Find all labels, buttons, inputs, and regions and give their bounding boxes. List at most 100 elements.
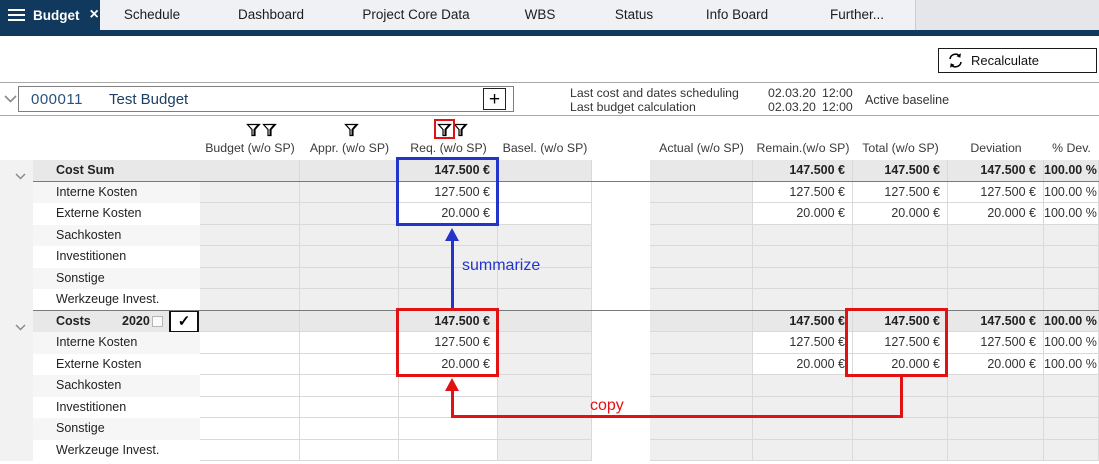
cell-budget	[200, 246, 300, 268]
column-header-remain: Remain.(w/o SP)	[756, 141, 850, 155]
cell-req	[399, 267, 498, 289]
cell-pdev	[1044, 267, 1099, 289]
confirm-check-button[interactable]: ✓	[169, 309, 199, 333]
menu-icon[interactable]	[8, 6, 25, 24]
cell-total	[853, 418, 948, 440]
cell-basel	[498, 332, 592, 354]
cell-deviation: 20.000 €	[948, 353, 1044, 375]
cell-deviation: 127.500 €	[948, 332, 1044, 354]
cell-budget[interactable]	[200, 353, 300, 375]
collapse-group-chevron-icon[interactable]	[15, 318, 26, 336]
cell-remain: 20.000 €	[753, 203, 853, 225]
cell-req	[399, 289, 498, 311]
year-checkbox[interactable]	[152, 315, 163, 327]
cell-budget[interactable]	[200, 396, 300, 418]
cost-type-label: Investitionen	[33, 396, 200, 418]
cell-req[interactable]	[399, 418, 498, 440]
cell-appr[interactable]	[300, 396, 399, 418]
row-label-text: Investitionen	[56, 249, 127, 263]
row-gutter	[0, 246, 33, 268]
group-cell-appr	[300, 310, 399, 332]
tab-status[interactable]: Status	[614, 7, 654, 22]
cell-pdev: 100.00 %	[1044, 181, 1099, 203]
cell-pdev	[1044, 418, 1099, 440]
column-header-actual: Actual (w/o SP)	[659, 141, 744, 155]
tab-schedule[interactable]: Schedule	[123, 7, 181, 22]
cell-basel	[498, 267, 592, 289]
row-gutter	[0, 267, 33, 289]
cell-budget[interactable]	[200, 418, 300, 440]
cell-deviation	[948, 289, 1044, 311]
cell-req[interactable]	[399, 375, 498, 397]
cost-type-label: Interne Kosten	[33, 332, 200, 354]
cell-total	[853, 439, 948, 461]
column-header-basel: Basel. (w/o SP)	[502, 141, 588, 155]
tab-info-board[interactable]: Info Board	[705, 7, 769, 22]
cell-remain	[753, 289, 853, 311]
cell-pdev	[1044, 246, 1099, 268]
cell-appr[interactable]	[300, 353, 399, 375]
cell-basel	[498, 289, 592, 311]
cell-remain	[753, 439, 853, 461]
cell-appr	[300, 267, 399, 289]
filter-icon[interactable]	[262, 122, 277, 143]
cell-pdev	[1044, 396, 1099, 418]
row-gutter	[0, 332, 33, 354]
cost-type-label: Sachkosten	[33, 224, 200, 246]
row-label-text: Interne Kosten	[56, 335, 138, 349]
cell-req: 20.000 €	[399, 203, 498, 225]
filter-icon[interactable]	[437, 122, 452, 143]
active-tab-underline	[0, 30, 1099, 36]
cell-pdev: 100.00 %	[1044, 332, 1099, 354]
cell-appr[interactable]	[300, 375, 399, 397]
cell-total: 20.000 €	[853, 353, 948, 375]
cell-total	[853, 396, 948, 418]
group-cell-pdev: 100.00 %	[1044, 310, 1099, 332]
tab-budget-active[interactable]: Budget ×	[0, 0, 100, 30]
cost-type-label: Investitionen	[33, 246, 200, 268]
cell-deviation	[948, 439, 1044, 461]
row-gutter	[0, 224, 33, 246]
group-row-label: Cost Sum	[33, 160, 200, 182]
recalculate-button[interactable]: Recalculate	[938, 48, 1097, 73]
cell-req[interactable]: 127.500 €	[399, 332, 498, 354]
row-label-text: Sonstige	[56, 421, 105, 435]
cell-total	[853, 224, 948, 246]
budget-id: 000011	[31, 91, 83, 108]
cell-req[interactable]	[399, 396, 498, 418]
collapse-header-chevron-icon[interactable]	[4, 95, 17, 103]
cell-appr[interactable]	[300, 332, 399, 354]
cell-pdev	[1044, 289, 1099, 311]
cell-req[interactable]	[399, 439, 498, 461]
filter-icon[interactable]	[453, 122, 468, 143]
cell-req[interactable]: 20.000 €	[399, 353, 498, 375]
tab-dashboard[interactable]: Dashboard	[237, 7, 305, 22]
cell-basel	[498, 396, 592, 418]
filter-icon[interactable]	[344, 122, 359, 143]
cell-appr[interactable]	[300, 418, 399, 440]
add-button[interactable]: +	[483, 88, 506, 110]
cell-req	[399, 224, 498, 246]
row-gutter	[0, 375, 33, 397]
row-label-text: Sachkosten	[56, 227, 122, 242]
cell-actual	[650, 181, 753, 203]
close-tab-icon[interactable]: ×	[89, 6, 99, 23]
group-row-label: Costs 2020 ✓	[33, 309, 200, 333]
row-label-text: Externe Kosten	[56, 206, 142, 220]
cell-budget[interactable]	[200, 332, 300, 354]
tab-wbs[interactable]: WBS	[524, 7, 556, 22]
tab-project-core-data[interactable]: Project Core Data	[362, 7, 470, 22]
cell-appr[interactable]	[300, 439, 399, 461]
cell-pdev: 100.00 %	[1044, 203, 1099, 225]
cell-basel	[498, 224, 592, 246]
cell-budget[interactable]	[200, 375, 300, 397]
cell-budget[interactable]	[200, 439, 300, 461]
tab-further[interactable]: Further...	[829, 7, 885, 22]
budget-year-label: 2020	[122, 313, 150, 328]
info-label-scheduling: Last cost and dates scheduling	[570, 86, 739, 100]
filter-icon[interactable]	[246, 122, 261, 143]
collapse-group-chevron-icon[interactable]	[15, 167, 26, 185]
cell-pdev: 100.00 %	[1044, 353, 1099, 375]
group-row-gutter	[0, 310, 33, 336]
row-label-text: Costs	[56, 313, 91, 328]
